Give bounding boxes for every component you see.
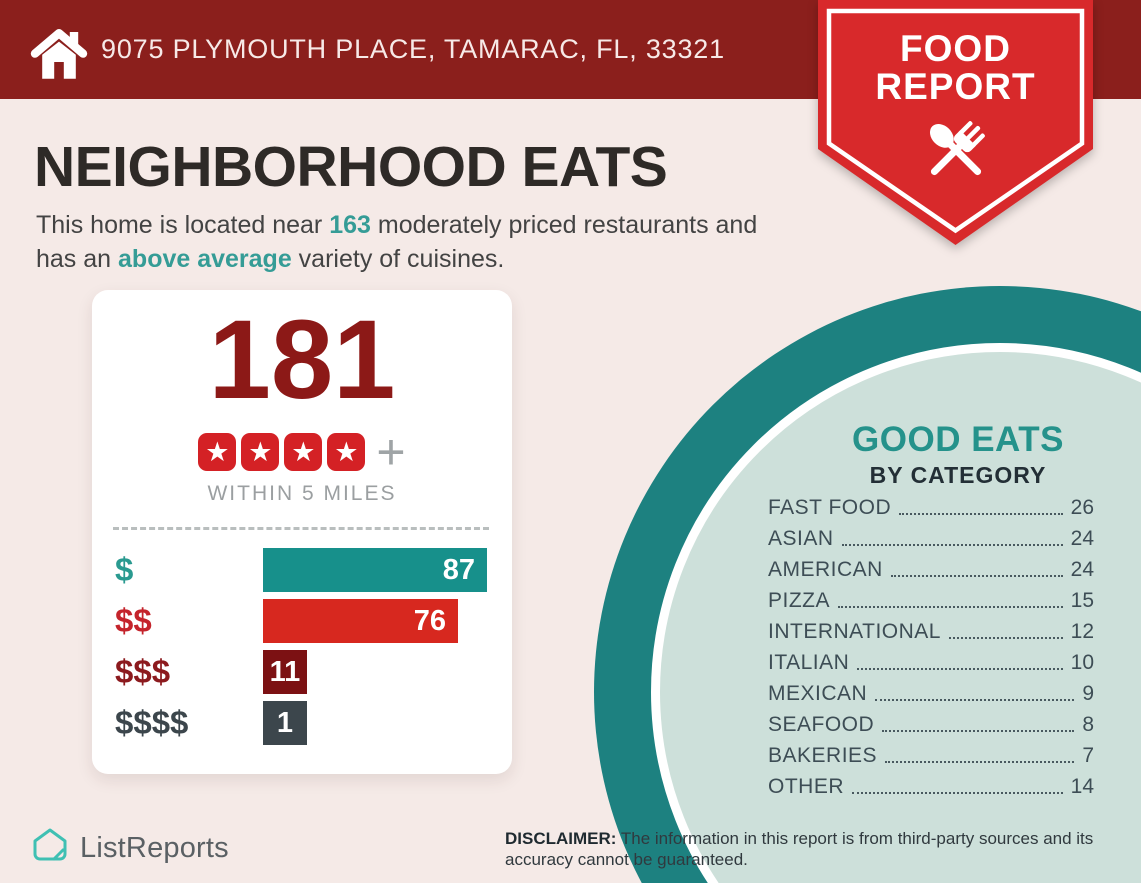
crossed-spoon-fork-icon [914,108,998,197]
plus-sign: + [376,424,406,480]
intro-subtitle: This home is located near 163 moderately… [36,208,836,276]
subtitle-text: has an [36,245,119,273]
within-miles-caption: WITHIN 5 MILES [207,482,397,505]
good-eats-subtitle: BY CATEGORY [869,462,1047,488]
price-tier-row: $$$$ 1 [115,701,490,745]
star-icon: ★ [284,433,323,471]
dotted-leader [841,544,1063,546]
dotted-leader [890,575,1063,577]
price-tier-label: $$ [115,602,152,639]
disclaimer: DISCLAIMER: The information in this repo… [505,828,1137,870]
price-tier-row: $87 [115,548,490,592]
category-label: SEAFOOD [768,713,875,736]
category-value: 26 [1070,496,1094,519]
category-row: OTHER 14 [768,775,1094,799]
restaurant-summary-card: 181 ★ ★ ★ ★ + WITHIN 5 MILES $87 $$ 76 $$$ 11 $$… [92,290,512,774]
stars-tiles: ★ ★ ★ ★ [198,433,366,471]
good-eats-title: GOOD EATS [852,420,1064,459]
dotted-leader [857,668,1063,670]
price-rows: $87 $$ 76 $$$ 11 $$$$ 1 [115,548,490,752]
category-label: MEXICAN [768,682,868,705]
price-tier-label: $$$ [115,653,171,690]
price-tier-bar: 87 [263,548,487,592]
price-tier-value: 87 [442,553,475,586]
dotted-leader [885,761,1075,763]
category-label: INTERNATIONAL [768,620,941,643]
food-report-ribbon: FOOD REPORT [818,0,1093,250]
price-tier-row: $$$ 11 [115,650,490,694]
category-value: 14 [1070,775,1094,798]
disclaimer-text: The information in this report is from t… [505,829,1094,869]
price-tier-bar: 76 [263,599,458,643]
dotted-leader [852,792,1063,794]
category-value: 7 [1082,744,1094,767]
category-label: BAKERIES [768,744,878,767]
category-value: 9 [1082,682,1094,705]
price-tier-value: 1 [276,706,294,739]
price-tier-bar: 11 [263,650,307,694]
subtitle-text: variety of cuisines. [291,245,505,273]
category-row: BAKERIES 7 [768,744,1094,768]
restaurant-count: 181 [208,297,396,422]
restaurant-count-highlight: 163 [329,211,371,239]
price-tier-row: $$ 76 [115,599,490,643]
category-value: 15 [1070,589,1094,612]
category-label: AMERICAN [768,558,883,581]
category-label: FAST FOOD [768,496,892,519]
category-value: 24 [1070,558,1094,581]
home-icon [30,26,88,85]
good-eats-circle [594,286,1141,883]
category-label: PIZZA [768,589,831,612]
category-row: ASIAN 24 [768,527,1094,551]
price-tier-value: 76 [413,604,446,637]
listreports-wordmark: ListReports [80,832,229,864]
star-icon: ★ [241,433,280,471]
dotted-leader [875,699,1075,701]
price-tier-label: $ [115,551,134,588]
dotted-leader [882,730,1075,732]
subtitle-text: This home is located near [36,211,330,239]
property-address: 9075 PLYMOUTH PLACE, TAMARAC, FL, 33321 [101,34,725,64]
listreports-logo-icon [30,826,70,871]
stars-row: ★ ★ ★ ★ + [92,424,512,480]
category-value: 24 [1070,527,1094,550]
category-value: 10 [1070,651,1094,674]
category-value: 12 [1070,620,1094,643]
category-label: ITALIAN [768,651,850,674]
category-row: AMERICAN 24 [768,558,1094,582]
price-tier-label: $$$$ [115,704,189,741]
price-tier-value: 11 [269,655,301,688]
category-label: OTHER [768,775,844,798]
category-label: ASIAN [768,527,834,550]
subtitle-text: moderately priced restaurants and [370,211,758,239]
price-tier-bar: 1 [263,701,307,745]
category-value: 8 [1082,713,1094,736]
category-row: PIZZA 15 [768,589,1094,613]
star-icon: ★ [327,433,366,471]
category-list: FAST FOOD 26 ASIAN 24 AMERICAN 24 PIZZA 15 INTER… [768,496,1094,808]
listreports-brand: ListReports [30,826,229,871]
dashed-divider [113,527,489,530]
above-average-highlight: above average [118,245,292,273]
page-title: NEIGHBORHOOD EATS [34,135,668,199]
category-row: ITALIAN 10 [768,651,1094,675]
dotted-leader [838,606,1063,608]
category-row: INTERNATIONAL 12 [768,620,1094,644]
category-row: MEXICAN 9 [768,682,1094,706]
category-row: FAST FOOD 26 [768,496,1094,520]
star-icon: ★ [198,433,237,471]
dotted-leader [948,637,1063,639]
ribbon-title-line1: FOOD [900,28,1011,69]
category-row: SEAFOOD 8 [768,713,1094,737]
good-eats-heading: GOOD EATS BY CATEGORY [738,420,1141,489]
dotted-leader [899,513,1063,515]
disclaimer-label: DISCLAIMER: [505,829,617,848]
ribbon-title-line2: REPORT [875,66,1036,107]
